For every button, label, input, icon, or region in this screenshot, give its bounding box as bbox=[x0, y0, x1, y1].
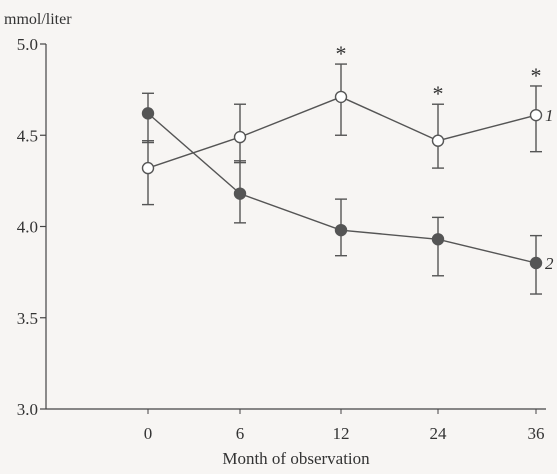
series-1: 1 bbox=[141, 63, 554, 206]
y-tick-label: 3.5 bbox=[17, 309, 38, 328]
data-point bbox=[141, 161, 155, 175]
x-tick-label: 36 bbox=[528, 424, 545, 443]
y-axis-unit-label: mmol/liter bbox=[4, 11, 72, 28]
significance-mark: * bbox=[433, 81, 444, 106]
data-point bbox=[233, 187, 247, 200]
x-tick-label: 24 bbox=[430, 424, 448, 443]
series-label: 2 bbox=[545, 254, 554, 273]
data-point bbox=[233, 130, 247, 144]
x-tick-label: 12 bbox=[333, 424, 350, 443]
series-label: 1 bbox=[545, 106, 554, 125]
significance-mark: * bbox=[531, 63, 542, 88]
series-1-line bbox=[147, 96, 537, 169]
series-2: 2 bbox=[141, 92, 554, 295]
y-tick-label: 3.0 bbox=[17, 400, 38, 419]
y-tick-label: 5.0 bbox=[17, 35, 38, 54]
data-point bbox=[431, 233, 445, 246]
data-point bbox=[529, 108, 543, 122]
y-axis-ticks: 3.0 3.5 4.0 4.5 5.0 bbox=[17, 35, 46, 419]
data-point bbox=[334, 90, 348, 104]
x-tick-label: 6 bbox=[236, 424, 245, 443]
data-point bbox=[431, 134, 445, 147]
x-tick-label: 0 bbox=[144, 424, 153, 443]
significance-mark: * bbox=[336, 41, 347, 66]
data-point bbox=[141, 107, 155, 120]
data-point bbox=[529, 256, 543, 270]
y-tick-label: 4.0 bbox=[17, 218, 38, 237]
y-tick-label: 4.5 bbox=[17, 126, 38, 145]
series-layer: 1 2 * * * bbox=[141, 41, 554, 295]
x-axis-title: Month of observation bbox=[222, 449, 370, 468]
x-axis-ticks: 0 6 12 24 36 bbox=[144, 409, 545, 443]
data-point bbox=[334, 223, 348, 237]
